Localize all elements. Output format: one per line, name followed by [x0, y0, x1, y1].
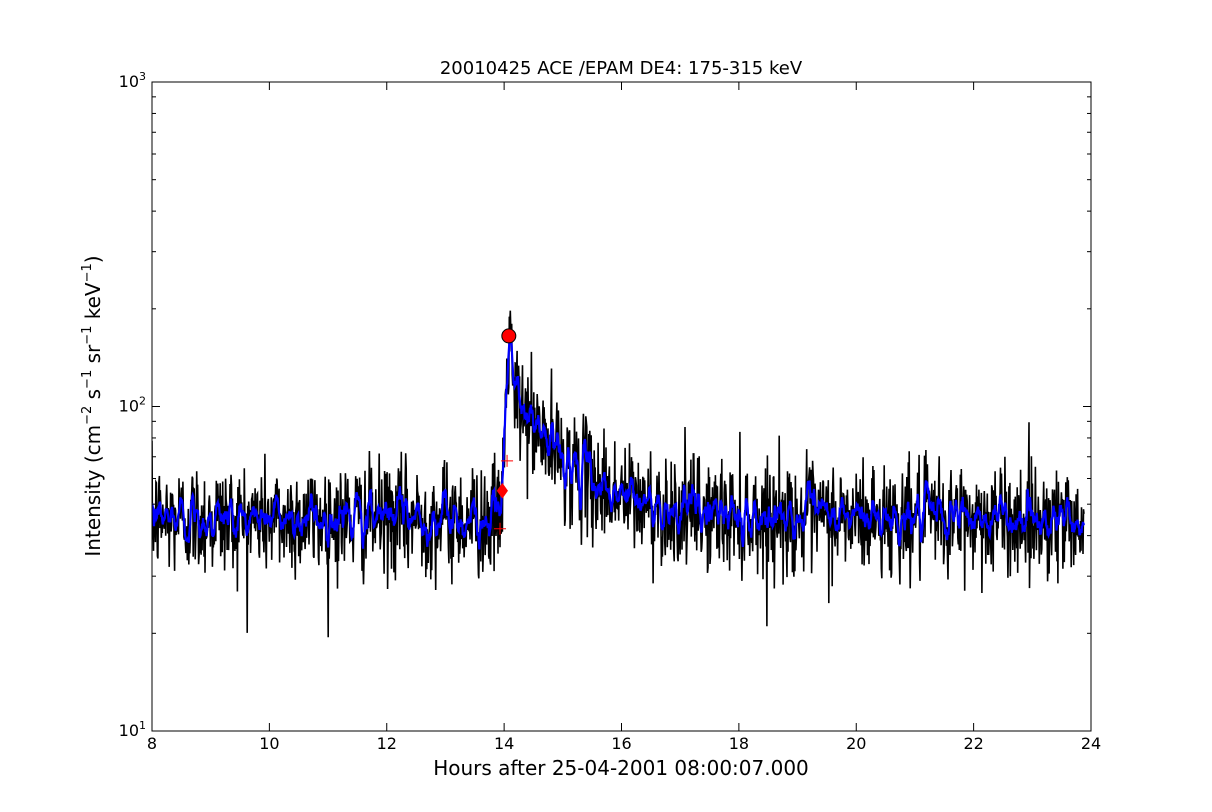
plot-data	[152, 310, 1086, 638]
onset-marker	[496, 482, 508, 499]
peak-marker	[501, 328, 517, 344]
x-tick-label: 8	[147, 734, 157, 753]
x-tick-label: 14	[494, 734, 514, 753]
x-tick-label: 22	[963, 734, 983, 753]
y-tick-label: 103	[119, 70, 146, 91]
x-tick-label: 10	[259, 734, 279, 753]
y-tick-label: 102	[119, 395, 146, 416]
event-markers	[494, 328, 517, 535]
x-tick-label: 18	[729, 734, 749, 753]
y-tick-label: 101	[119, 719, 146, 740]
x-tick-label: 24	[1081, 734, 1101, 753]
axis-ticks: 8 10 12 14 16 18 20 22 24 101 102 103	[119, 70, 1102, 753]
bound-marker	[494, 522, 507, 535]
chart-title: 20010425 ACE /EPAM DE4: 175-315 keV	[440, 58, 803, 79]
x-tick-label: 12	[377, 734, 397, 753]
x-axis-label: Hours after 25-04-2001 08:00:07.000	[433, 756, 809, 780]
bound-marker	[501, 454, 514, 467]
series-smoothed-line	[152, 330, 1086, 550]
y-axis-label: Intensity (cm−2 s−1 sr−1 keV−1)	[80, 255, 105, 556]
x-tick-label: 20	[846, 734, 866, 753]
x-tick-label: 16	[611, 734, 631, 753]
